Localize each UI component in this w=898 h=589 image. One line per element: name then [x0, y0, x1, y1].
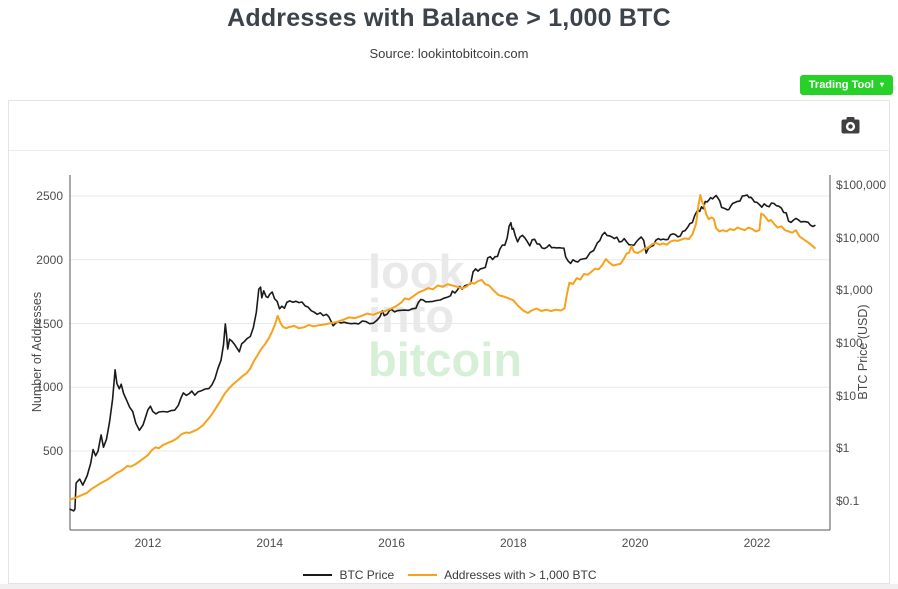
page-bottom-strip — [0, 584, 898, 589]
legend-label: Addresses with > 1,000 BTC — [444, 568, 597, 582]
legend-label: BTC Price — [339, 568, 395, 582]
page-subtitle: Source: lookintobitcoin.com — [369, 46, 529, 61]
series-line-addresses — [69, 194, 816, 501]
camera-button[interactable] — [839, 117, 861, 137]
trading-tool-label: Trading Tool — [808, 79, 874, 91]
chevron-down-icon: ▾ — [879, 80, 884, 89]
legend-item-addresses[interactable]: Addresses with > 1,000 BTC — [408, 568, 597, 582]
legend-item-btc-price[interactable]: BTC Price — [303, 568, 394, 582]
series-line-btc-price — [69, 194, 816, 512]
chart-legend: BTC Price Addresses with > 1,000 BTC — [70, 567, 830, 583]
camera-icon — [841, 117, 859, 134]
chart-card — [8, 100, 890, 584]
legend-line-sample — [408, 574, 438, 576]
page-title: Addresses with Balance > 1,000 BTC — [227, 4, 671, 32]
legend-line-sample — [303, 574, 333, 576]
chart-toolbar — [9, 101, 889, 151]
trading-tool-button[interactable]: Trading Tool ▾ — [799, 75, 893, 95]
